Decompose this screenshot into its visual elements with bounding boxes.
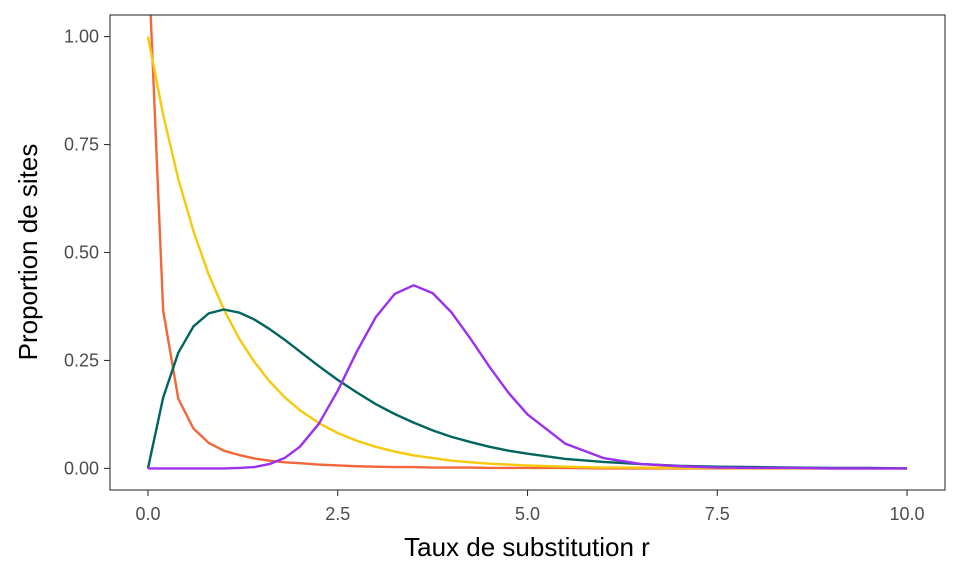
x-tick-label: 7.5 <box>705 504 730 524</box>
panel-border <box>109 14 946 491</box>
x-tick-label: 0.0 <box>135 504 160 524</box>
y-tick-label: 1.00 <box>64 27 99 47</box>
y-tick-label: 0.75 <box>64 135 99 155</box>
x-tick-label: 2.5 <box>325 504 350 524</box>
y-axis: 0.00 0.25 0.50 0.75 1.00 <box>64 27 110 478</box>
x-tick-label: 5.0 <box>515 504 540 524</box>
y-tick-label: 0.00 <box>64 458 99 478</box>
series-line-4 <box>147 284 908 470</box>
x-axis: 0.0 2.5 5.0 7.5 10.0 <box>135 490 925 524</box>
chart-curves <box>146 15 908 470</box>
x-axis-title: Taux de substitution r <box>404 532 650 562</box>
series-line-3 <box>146 308 908 470</box>
series-line-1 <box>149 15 908 470</box>
x-tick-label: 10.0 <box>890 504 925 524</box>
series-line-2 <box>146 36 908 470</box>
y-tick-label: 0.50 <box>64 243 99 263</box>
y-axis-title: Proportion de sites <box>13 144 43 361</box>
y-tick-label: 0.25 <box>64 350 99 370</box>
